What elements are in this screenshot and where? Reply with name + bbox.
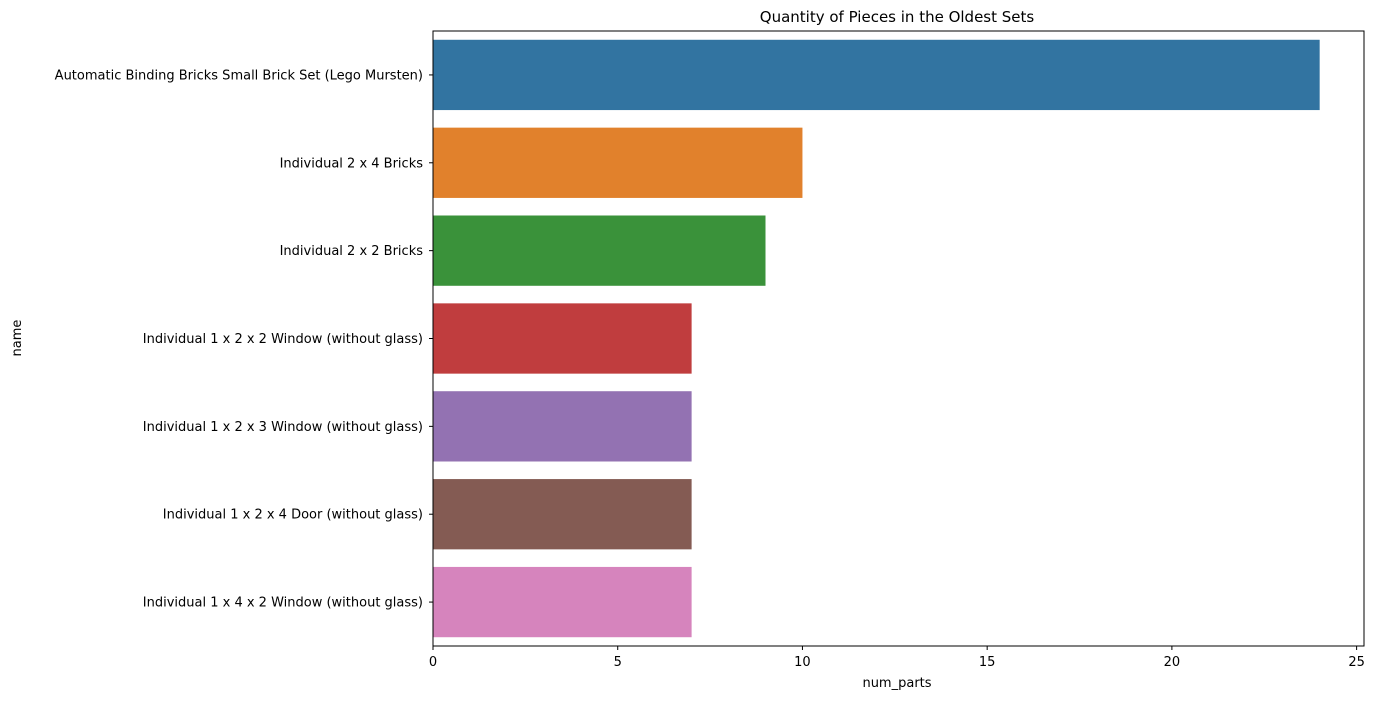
bar — [433, 391, 692, 462]
bar — [433, 566, 692, 638]
bars-group — [433, 39, 1320, 638]
bar — [433, 39, 1320, 111]
y-tick-label: Individual 1 x 2 x 3 Window (without gla… — [143, 420, 423, 435]
bar — [433, 215, 766, 286]
bar — [433, 303, 692, 374]
y-tick-label: Automatic Binding Bricks Small Brick Set… — [55, 68, 423, 83]
y-tick-label: Individual 1 x 4 x 2 Window (without gla… — [143, 596, 423, 611]
x-tick-label: 10 — [794, 655, 811, 670]
bar — [433, 479, 692, 550]
chart-title: Quantity of Pieces in the Oldest Sets — [760, 8, 1035, 26]
bar — [433, 127, 803, 198]
y-axis-categories: Automatic Binding Bricks Small Brick Set… — [55, 68, 433, 611]
x-tick-label: 20 — [1164, 655, 1181, 670]
y-tick-label: Individual 1 x 2 x 2 Window (without gla… — [143, 332, 423, 347]
x-tick-label: 15 — [979, 655, 996, 670]
y-tick-label: Individual 2 x 2 Bricks — [280, 244, 424, 259]
y-tick-label: Individual 1 x 2 x 4 Door (without glass… — [163, 508, 423, 523]
x-tick-label: 25 — [1348, 655, 1365, 670]
x-tick-label: 5 — [614, 655, 622, 670]
x-axis-label: num_parts — [862, 676, 931, 691]
y-tick-label: Individual 2 x 4 Bricks — [280, 156, 424, 171]
x-axis-ticks: 0 5 10 15 20 25 — [429, 646, 1365, 670]
y-axis-label: name — [10, 320, 25, 357]
x-tick-label: 0 — [429, 655, 437, 670]
